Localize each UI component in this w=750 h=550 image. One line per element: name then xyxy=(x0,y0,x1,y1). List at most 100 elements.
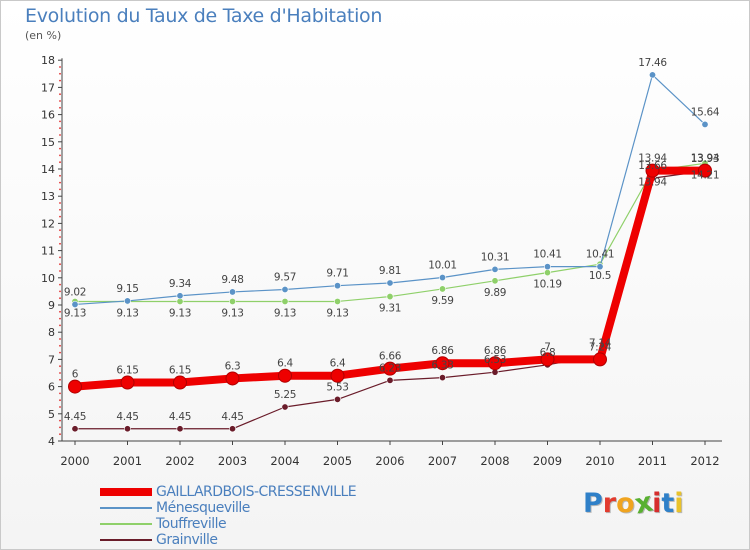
logo-letter: P xyxy=(583,488,603,519)
x-tick-label: 2006 xyxy=(375,454,404,468)
legend-swatch xyxy=(100,539,152,541)
data-point xyxy=(698,163,712,178)
y-minor-tick xyxy=(59,378,61,381)
data-label: 4.45 xyxy=(116,411,138,423)
data-label: 6 xyxy=(72,369,79,381)
y-minor-tick xyxy=(59,399,61,402)
y-minor-tick xyxy=(59,215,61,218)
y-minor-tick xyxy=(59,208,61,211)
data-label: 10.31 xyxy=(481,251,510,263)
y-minor-tick xyxy=(59,433,61,436)
data-point xyxy=(491,277,499,285)
data-point xyxy=(386,293,394,301)
data-point xyxy=(438,274,446,282)
data-label: 6.33 xyxy=(431,360,453,372)
data-label: 9.13 xyxy=(221,307,243,319)
data-label: 13.94 xyxy=(638,177,667,189)
y-minor-tick xyxy=(59,154,61,157)
data-label: 13.93 xyxy=(691,153,720,165)
data-label: 9.81 xyxy=(379,265,401,277)
data-label: 9.13 xyxy=(64,307,86,319)
data-label: 15.64 xyxy=(691,106,720,118)
y-minor-tick xyxy=(59,392,61,395)
y-minor-tick xyxy=(59,147,61,150)
data-label: 9.71 xyxy=(326,268,348,280)
data-point xyxy=(701,120,709,128)
data-point xyxy=(386,279,394,287)
data-label: 9.02 xyxy=(64,286,86,298)
data-point xyxy=(173,375,187,390)
logo-letter: t xyxy=(661,488,675,519)
data-label: 9.13 xyxy=(169,307,191,319)
y-minor-tick xyxy=(59,256,61,259)
logo-letter: o xyxy=(616,488,635,519)
data-point xyxy=(120,375,135,390)
y-tick-label: 13 xyxy=(41,190,55,203)
legend-label: Ménesqueville xyxy=(156,500,250,516)
y-minor-tick xyxy=(59,79,61,82)
data-label: 9.89 xyxy=(484,287,506,299)
proxiti-logo: Proxiti xyxy=(583,487,684,521)
data-label: 6.86 xyxy=(431,345,454,357)
y-minor-tick xyxy=(59,202,61,204)
data-point xyxy=(278,368,292,383)
y-minor-tick xyxy=(59,181,61,184)
data-label: 7.24 xyxy=(589,341,612,353)
data-label: 6.4 xyxy=(277,358,293,370)
data-label: 6.8 xyxy=(540,347,556,359)
x-tick-label: 2002 xyxy=(165,454,194,468)
data-label: 6.53 xyxy=(484,354,506,366)
data-label: 10.01 xyxy=(428,260,457,272)
data-point xyxy=(124,297,132,305)
y-tick-label: 10 xyxy=(41,272,55,285)
y-minor-tick xyxy=(59,106,61,109)
data-label: 7.14 xyxy=(589,338,612,350)
y-minor-tick xyxy=(59,127,61,130)
y-minor-tick xyxy=(59,66,61,68)
data-label: 10.41 xyxy=(586,249,615,261)
y-minor-tick xyxy=(59,297,61,300)
data-label: 5.53 xyxy=(326,381,348,393)
y-tick-label: 11 xyxy=(41,245,55,258)
y-minor-tick xyxy=(59,426,61,429)
legend-item: Ménesqueville xyxy=(100,500,250,516)
y-minor-tick xyxy=(59,406,61,408)
data-point xyxy=(593,352,607,367)
data-label: 4.45 xyxy=(169,411,191,423)
data-point xyxy=(71,300,79,308)
data-point xyxy=(540,352,555,367)
data-label: 17.46 xyxy=(638,57,667,69)
data-point xyxy=(229,297,237,305)
y-minor-tick xyxy=(59,236,61,238)
data-point xyxy=(543,263,551,271)
legend-swatch xyxy=(100,523,152,525)
data-point xyxy=(68,379,82,394)
data-label: 9.13 xyxy=(116,307,138,319)
data-point xyxy=(383,361,397,376)
y-minor-tick xyxy=(59,161,61,164)
y-minor-tick xyxy=(59,263,61,266)
data-point xyxy=(333,297,341,305)
data-point xyxy=(229,288,237,296)
y-minor-tick xyxy=(59,229,61,232)
legend-swatch xyxy=(100,488,152,496)
y-minor-tick xyxy=(59,317,61,320)
legend-item: Grainville xyxy=(100,532,218,548)
data-label: 14.21 xyxy=(691,169,720,181)
data-label: 13.94 xyxy=(691,153,720,165)
y-minor-tick xyxy=(59,310,61,313)
data-point xyxy=(124,425,132,433)
y-minor-tick xyxy=(59,242,61,245)
data-label: 5.25 xyxy=(274,389,296,401)
y-tick-label: 15 xyxy=(41,136,55,149)
legend-label: Grainville xyxy=(156,532,218,548)
unit-label: (en %) xyxy=(25,29,62,42)
legend-swatch xyxy=(100,507,152,509)
y-minor-tick xyxy=(59,290,61,293)
data-label: 10.41 xyxy=(533,249,562,261)
y-tick-label: 5 xyxy=(48,408,55,421)
data-label: 9.59 xyxy=(431,295,453,307)
data-point xyxy=(491,265,499,273)
y-tick-label: 7 xyxy=(48,353,55,366)
